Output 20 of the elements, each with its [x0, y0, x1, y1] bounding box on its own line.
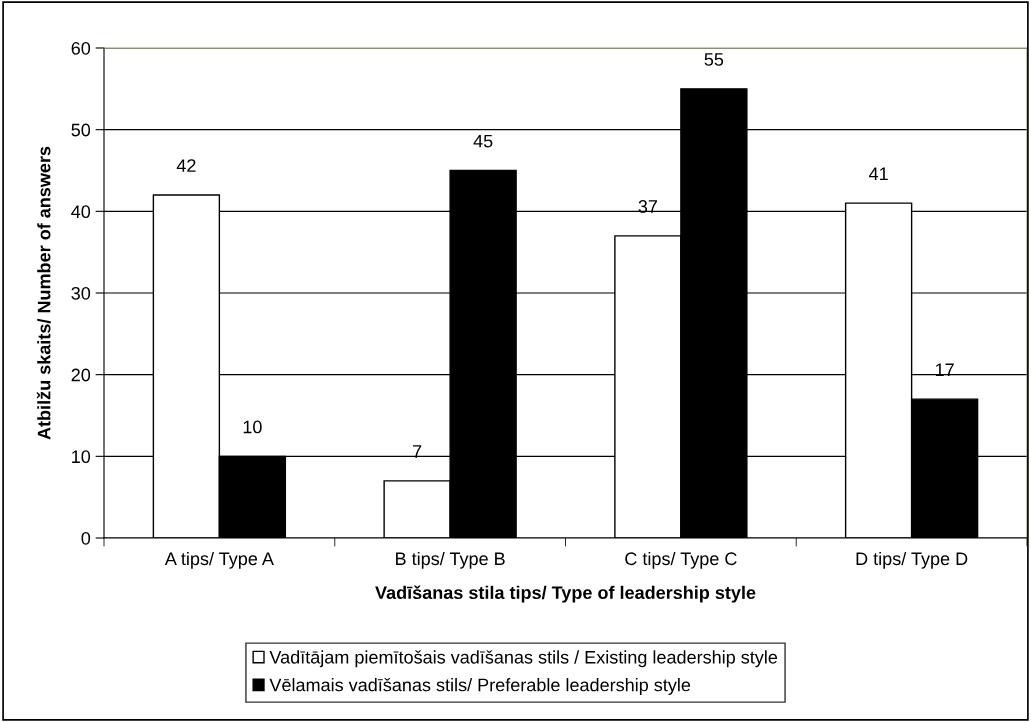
- data-label: 45: [473, 134, 493, 148]
- x-tick-label: A tips/ Type A: [164, 551, 274, 569]
- legend-label: Vadītājam piemītošais vadīšanas stils / Existing leadership style: [269, 650, 778, 668]
- y-tick-label: 10: [72, 450, 91, 464]
- x-axis-title: Vadīšanas stila tips/ Type of leadership style: [375, 585, 756, 603]
- x-tick-label: D tips/ Type D: [856, 551, 968, 569]
- data-label: 55: [704, 53, 724, 66]
- legend-label: Vēlamais vadīšanas stils/ Preferable leadership style: [269, 678, 691, 695]
- y-tick-label: 40: [71, 205, 91, 219]
- y-tick-label: 60: [71, 41, 91, 55]
- y-tick-label: 0: [81, 531, 91, 545]
- data-label: 42: [176, 159, 196, 172]
- x-tick-label: B tips/ Type B: [396, 551, 505, 569]
- y-axis-title: Atbilžu skaits/ Number of answers: [36, 146, 51, 440]
- data-label: 10: [243, 420, 262, 434]
- x-tick-label: C tips/ Type C: [625, 551, 737, 569]
- y-tick-label: 50: [71, 123, 91, 137]
- y-tick-label: 20: [71, 368, 91, 382]
- data-label: 41: [869, 167, 888, 180]
- y-tick-label: 30: [71, 286, 91, 300]
